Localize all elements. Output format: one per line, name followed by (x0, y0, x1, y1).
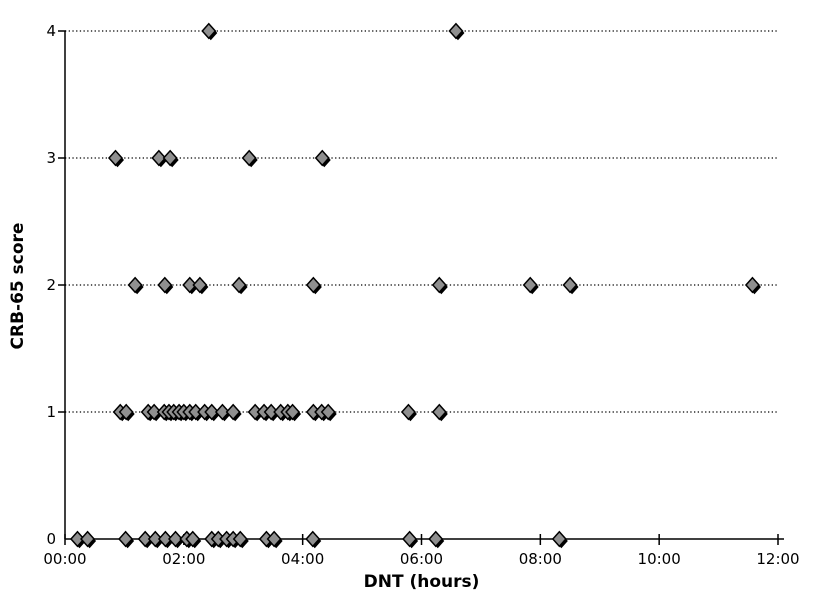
data-point-marker (551, 530, 567, 548)
x-tick-label: 00:00 (43, 550, 87, 568)
y-tick-label: 2 (46, 276, 56, 294)
data-point-marker (107, 149, 124, 167)
data-point-marker (225, 403, 241, 421)
y-tick-label: 3 (46, 149, 56, 167)
data-point-marker (305, 276, 321, 294)
data-point-marker (428, 530, 444, 548)
data-point-marker (400, 403, 416, 421)
x-tick-label: 08:00 (518, 550, 562, 568)
data-point-marker (168, 530, 184, 548)
data-point-marker (69, 530, 85, 548)
data-point-marker (192, 276, 208, 294)
x-axis-title: DNT (hours) (363, 572, 480, 592)
data-point-marker (402, 530, 418, 548)
data-point-marker (285, 403, 301, 421)
y-axis-title: CRB-65 score (8, 222, 28, 350)
data-point-marker (431, 276, 447, 294)
data-point-marker (232, 530, 248, 548)
data-point-marker (162, 149, 178, 167)
data-point-marker (182, 276, 198, 294)
data-point-marker (305, 530, 321, 548)
data-point-marker (201, 22, 217, 40)
data-point-marker (204, 403, 220, 421)
data-point-marker (448, 22, 464, 40)
data-point-marker (744, 276, 760, 294)
data-point-marker (185, 530, 201, 548)
data-point-marker (320, 403, 336, 421)
x-tick-label: 10:00 (637, 550, 681, 568)
y-tick-label: 1 (46, 403, 56, 421)
data-point-marker (231, 276, 247, 294)
data-point-marker (562, 276, 578, 294)
data-point-marker (118, 403, 134, 421)
data-point-marker (266, 530, 282, 548)
x-tick-label: 02:00 (162, 550, 206, 568)
data-point-marker (118, 530, 134, 548)
y-tick-label: 0 (46, 530, 56, 548)
data-point-marker (157, 276, 173, 294)
data-point-marker (151, 149, 167, 167)
data-point-marker (431, 403, 447, 421)
y-tick-label: 4 (46, 22, 56, 40)
data-point-marker (241, 149, 257, 167)
x-tick-label: 06:00 (399, 550, 444, 568)
data-point-marker (127, 276, 143, 294)
x-tick-label: 12:00 (756, 550, 800, 568)
data-point-marker (147, 530, 163, 548)
x-tick-label: 04:00 (281, 550, 325, 568)
data-point-marker (214, 403, 230, 421)
data-point-marker (137, 530, 153, 548)
data-point-marker (157, 530, 173, 548)
data-point-marker (80, 530, 96, 548)
data-point-marker (314, 149, 330, 167)
data-point-marker (522, 276, 538, 294)
data-point-marker (146, 403, 162, 421)
